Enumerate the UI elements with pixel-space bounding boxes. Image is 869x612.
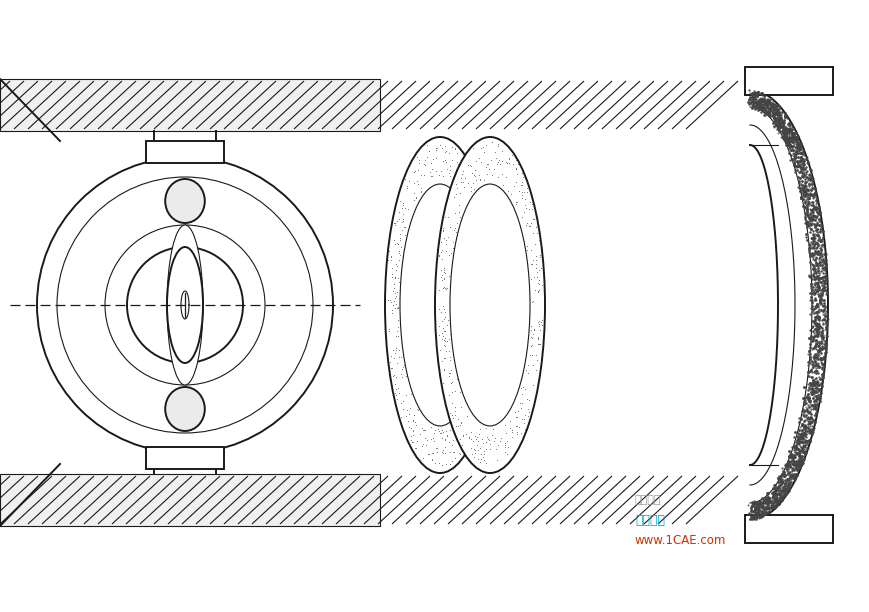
Ellipse shape [165, 179, 204, 223]
Ellipse shape [37, 157, 333, 453]
Ellipse shape [167, 225, 202, 385]
Bar [146, 447, 223, 469]
Bar [744, 67, 832, 95]
Circle shape [127, 247, 242, 363]
Ellipse shape [165, 387, 204, 431]
Text: 仿真在線: 仿真在線 [634, 513, 664, 526]
Polygon shape [181, 291, 189, 319]
Text: www.1CAE.com: www.1CAE.com [634, 534, 726, 547]
Ellipse shape [167, 247, 202, 363]
Bar [744, 515, 832, 543]
Text: CAE: CAE [269, 291, 330, 319]
Bar [146, 141, 223, 163]
Circle shape [37, 157, 333, 453]
Circle shape [105, 225, 265, 385]
Ellipse shape [434, 137, 544, 473]
Circle shape [57, 177, 313, 433]
Bar [0, 79, 380, 131]
Ellipse shape [400, 184, 480, 426]
Ellipse shape [167, 157, 202, 453]
Ellipse shape [449, 184, 529, 426]
Ellipse shape [385, 137, 494, 473]
Bar [0, 474, 380, 526]
Text: 聲振之家: 聲振之家 [634, 495, 660, 505]
Ellipse shape [167, 177, 202, 433]
